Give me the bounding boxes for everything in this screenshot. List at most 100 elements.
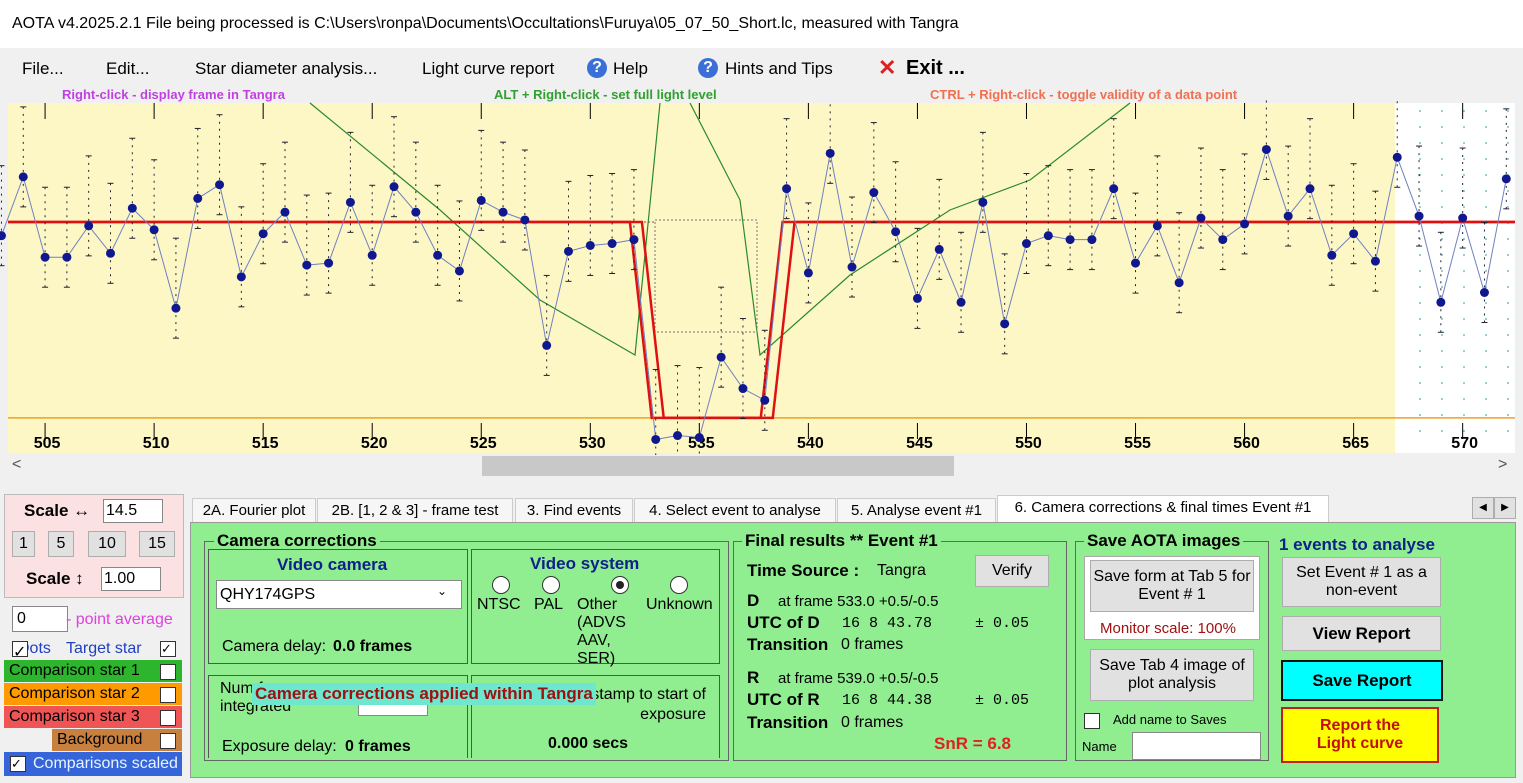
events-count: 1 events to analyse bbox=[1279, 535, 1435, 554]
radio[interactable] bbox=[542, 576, 560, 594]
data-point bbox=[433, 250, 443, 260]
data-point bbox=[738, 384, 748, 394]
video-system-title: Video system bbox=[530, 554, 640, 573]
save-form-button[interactable]: Save form at Tab 5 for Event # 1 bbox=[1090, 560, 1254, 612]
scaled-checkbox[interactable]: ✓ bbox=[10, 756, 26, 772]
name-input[interactable] bbox=[1132, 732, 1261, 760]
x-tick-label: 540 bbox=[797, 435, 824, 452]
comp3-checkbox[interactable] bbox=[160, 710, 176, 726]
save-report-button[interactable]: Save Report bbox=[1281, 660, 1443, 701]
menu-item[interactable]: Edit... bbox=[106, 59, 150, 78]
data-point bbox=[1436, 297, 1446, 307]
camera-select[interactable]: QHY174GPS bbox=[216, 580, 462, 609]
data-point bbox=[1327, 250, 1337, 260]
data-point bbox=[912, 293, 922, 303]
data-point bbox=[782, 184, 792, 194]
add-name-checkbox[interactable] bbox=[1084, 713, 1100, 729]
data-point bbox=[1152, 221, 1162, 231]
x-tick-label: 530 bbox=[579, 435, 606, 452]
scale-v-input[interactable]: 1.00 bbox=[101, 567, 161, 591]
green-curve bbox=[309, 102, 661, 356]
data-point bbox=[869, 188, 879, 198]
scale-h-input[interactable]: 14.5 bbox=[103, 499, 163, 523]
add-name-label: Add name to Saves bbox=[1113, 712, 1227, 727]
r-transition: 0 frames bbox=[841, 714, 904, 731]
x-tick-label: 555 bbox=[1124, 435, 1151, 452]
utc-r-err: ± 0.05 bbox=[975, 692, 1030, 709]
data-point bbox=[1065, 235, 1075, 245]
comp3-label: Comparison star 3 bbox=[9, 708, 140, 725]
tab[interactable]: 2B. [1, 2 & 3] - frame test bbox=[317, 498, 513, 523]
save-tab4-button[interactable]: Save Tab 4 image of plot analysis bbox=[1090, 649, 1254, 701]
scale-button[interactable]: 15 bbox=[139, 531, 175, 557]
help-icon: ? bbox=[587, 58, 607, 78]
dots-checkbox[interactable]: ✓ bbox=[12, 641, 28, 661]
x-tick-label: 550 bbox=[1015, 435, 1042, 452]
stamp-box bbox=[471, 675, 720, 758]
data-point bbox=[1501, 174, 1511, 184]
data-point bbox=[171, 303, 181, 313]
scroll-left[interactable]: < bbox=[12, 456, 22, 473]
data-point bbox=[215, 180, 225, 190]
tab[interactable]: 4. Select event to analyse bbox=[634, 498, 836, 523]
exit-icon: ✕ bbox=[878, 55, 897, 80]
exposure-delay-label: Exposure delay: bbox=[222, 738, 337, 755]
target-checkbox[interactable]: ✓ bbox=[160, 641, 176, 657]
menu-item[interactable]: File... bbox=[22, 59, 64, 78]
radio[interactable] bbox=[492, 576, 510, 594]
radio[interactable] bbox=[670, 576, 688, 594]
label: UTC of D bbox=[747, 613, 820, 632]
data-point bbox=[803, 268, 813, 278]
verify-button[interactable]: Verify bbox=[975, 555, 1049, 587]
tab-scroll[interactable]: ▶ bbox=[1494, 497, 1516, 519]
data-point bbox=[476, 195, 486, 205]
d-transition: 0 frames bbox=[841, 636, 904, 653]
comp1-checkbox[interactable] bbox=[160, 664, 176, 680]
scroll-right[interactable]: > bbox=[1498, 456, 1508, 473]
data-point bbox=[978, 197, 988, 207]
scrollbar-thumb[interactable] bbox=[482, 456, 954, 476]
menu-item[interactable]: Help bbox=[613, 59, 648, 78]
light-curve-plot[interactable]: 505 510 515 520 525 530 535 540 545 550 555 560 565 5… bbox=[0, 100, 1523, 460]
tab[interactable]: 2A. Fourier plot bbox=[192, 498, 316, 523]
model-line bbox=[8, 220, 1515, 420]
data-point bbox=[520, 215, 530, 225]
average-select[interactable]: 0 bbox=[12, 606, 68, 632]
menu-item[interactable]: Hints and Tips bbox=[725, 59, 833, 78]
tab-selected[interactable]: 6. Camera corrections & final times Even… bbox=[997, 495, 1329, 523]
data-point bbox=[934, 244, 944, 254]
scale-button[interactable]: 10 bbox=[88, 531, 126, 557]
tab[interactable]: 5. Analyse event #1 bbox=[837, 498, 996, 523]
label: UTC of R bbox=[747, 690, 820, 709]
x-tick-label: 560 bbox=[1233, 435, 1260, 452]
name-label: Name bbox=[1082, 739, 1117, 754]
radio-selected[interactable] bbox=[611, 576, 629, 594]
scale-button[interactable]: 1 bbox=[12, 531, 35, 557]
average-label: - point average bbox=[66, 611, 173, 628]
data-point bbox=[891, 227, 901, 237]
data-point bbox=[694, 433, 704, 443]
data-point bbox=[411, 207, 421, 217]
tab-scroll[interactable]: ◀ bbox=[1472, 497, 1494, 519]
window-title: AOTA v4.2025.2.1 File being processed is… bbox=[12, 15, 959, 32]
camera-delay-label: Camera delay: bbox=[222, 638, 327, 655]
scale-button[interactable]: 5 bbox=[48, 531, 74, 557]
data-point bbox=[127, 203, 137, 213]
data-point bbox=[84, 221, 94, 231]
background-checkbox[interactable] bbox=[160, 733, 176, 749]
data-point bbox=[585, 240, 595, 250]
data-point bbox=[498, 207, 508, 217]
comp2-checkbox[interactable] bbox=[160, 687, 176, 703]
view-report-button[interactable]: View Report bbox=[1282, 616, 1441, 651]
background-label: Background bbox=[57, 731, 143, 748]
menu-item[interactable]: Star diameter analysis... bbox=[195, 59, 378, 78]
non-event-button[interactable]: Set Event # 1 as a non-event bbox=[1282, 557, 1441, 607]
tab[interactable]: 3. Find events bbox=[515, 498, 633, 523]
results-title: Final results ** Event #1 bbox=[742, 531, 941, 551]
menu-item[interactable]: Exit ... bbox=[906, 57, 965, 79]
exposure-delay: 0 frames bbox=[345, 738, 411, 755]
menu-item[interactable]: Light curve report bbox=[422, 59, 555, 78]
report-curve-button[interactable]: Report the Light curve bbox=[1281, 707, 1439, 763]
x-tick-label: 525 bbox=[470, 435, 497, 452]
data-point bbox=[1240, 219, 1250, 229]
